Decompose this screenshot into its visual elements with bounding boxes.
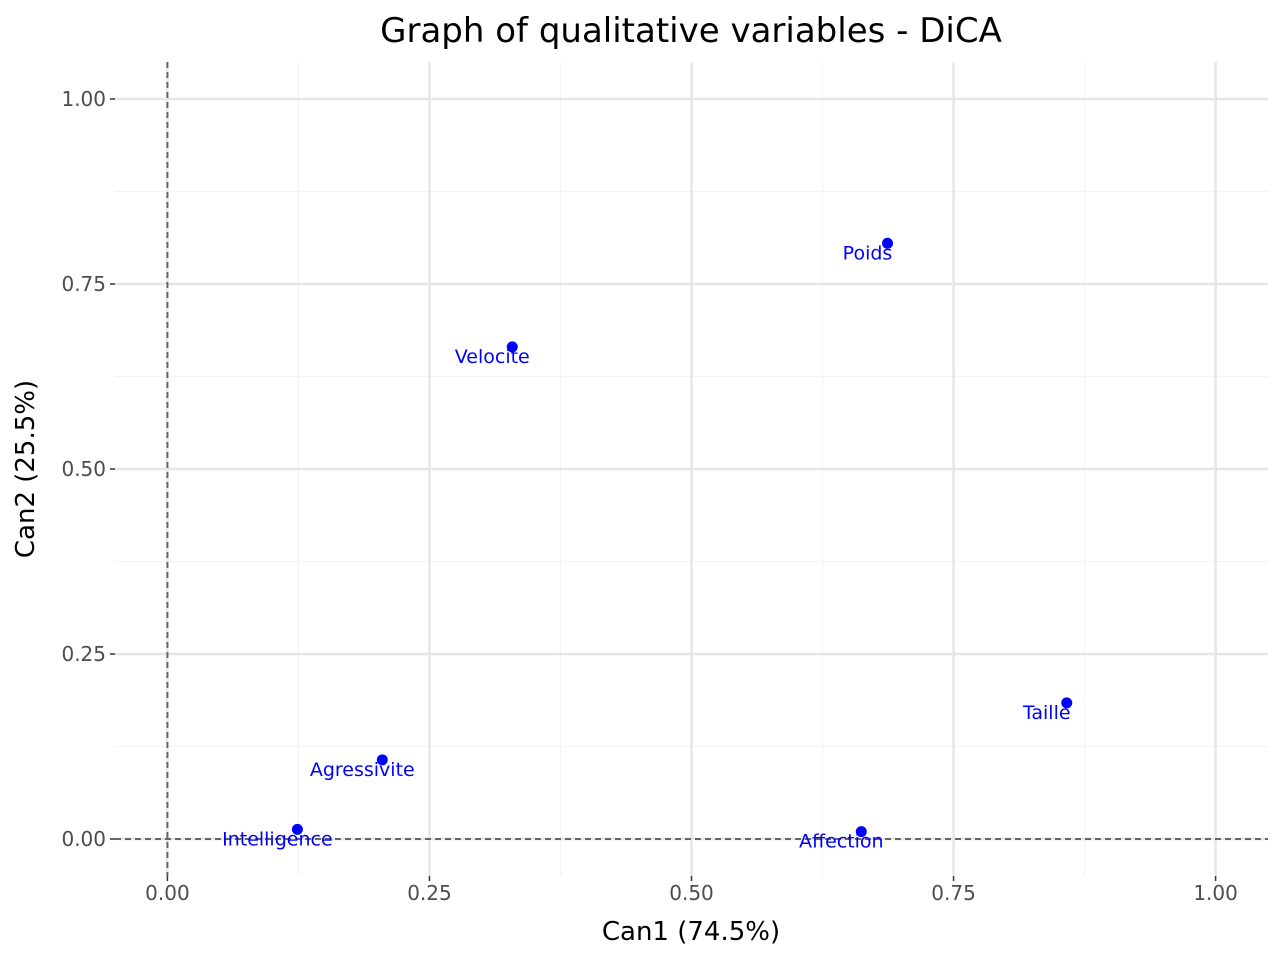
point-labels: Poids Velocite Taille Agressivite Intelligen… xyxy=(222,242,1070,852)
major-gridlines xyxy=(115,62,1268,876)
data-point xyxy=(855,826,867,838)
x-axis-ticks: 0.00 0.25 0.50 0.75 1.00 xyxy=(145,876,1238,905)
point-label: Affection xyxy=(799,831,884,853)
y-tick-label: 1.00 xyxy=(61,87,106,111)
point-label: Agressivite xyxy=(310,759,415,781)
y-axis-title: Can2 (25.5%) xyxy=(11,380,41,558)
x-tick-label: 0.25 xyxy=(407,881,452,905)
chart-title: Graph of qualitative variables - DiCA xyxy=(380,11,1002,51)
data-point xyxy=(506,341,518,353)
data-point xyxy=(291,823,303,835)
x-tick-label: 0.00 xyxy=(145,881,190,905)
point-label: Taille xyxy=(1022,702,1071,724)
y-axis-ticks: 0.00 0.25 0.50 0.75 1.00 xyxy=(61,87,115,851)
data-point xyxy=(882,237,894,249)
reference-lines xyxy=(115,62,1268,876)
x-axis-title: Can1 (74.5%) xyxy=(602,917,780,947)
x-tick-label: 1.00 xyxy=(1193,881,1238,905)
data-point xyxy=(376,754,388,766)
point-label: Velocite xyxy=(455,346,530,368)
y-tick-label: 0.25 xyxy=(61,642,106,666)
x-tick-label: 0.50 xyxy=(669,881,714,905)
data-points xyxy=(291,237,1073,838)
point-label: Intelligence xyxy=(222,828,333,850)
point-label: Poids xyxy=(843,242,893,264)
y-tick-label: 0.50 xyxy=(61,457,106,481)
x-tick-label: 0.75 xyxy=(931,881,976,905)
y-tick-label: 0.75 xyxy=(61,272,106,296)
y-tick-label: 0.00 xyxy=(61,827,106,851)
data-point xyxy=(1061,697,1073,709)
